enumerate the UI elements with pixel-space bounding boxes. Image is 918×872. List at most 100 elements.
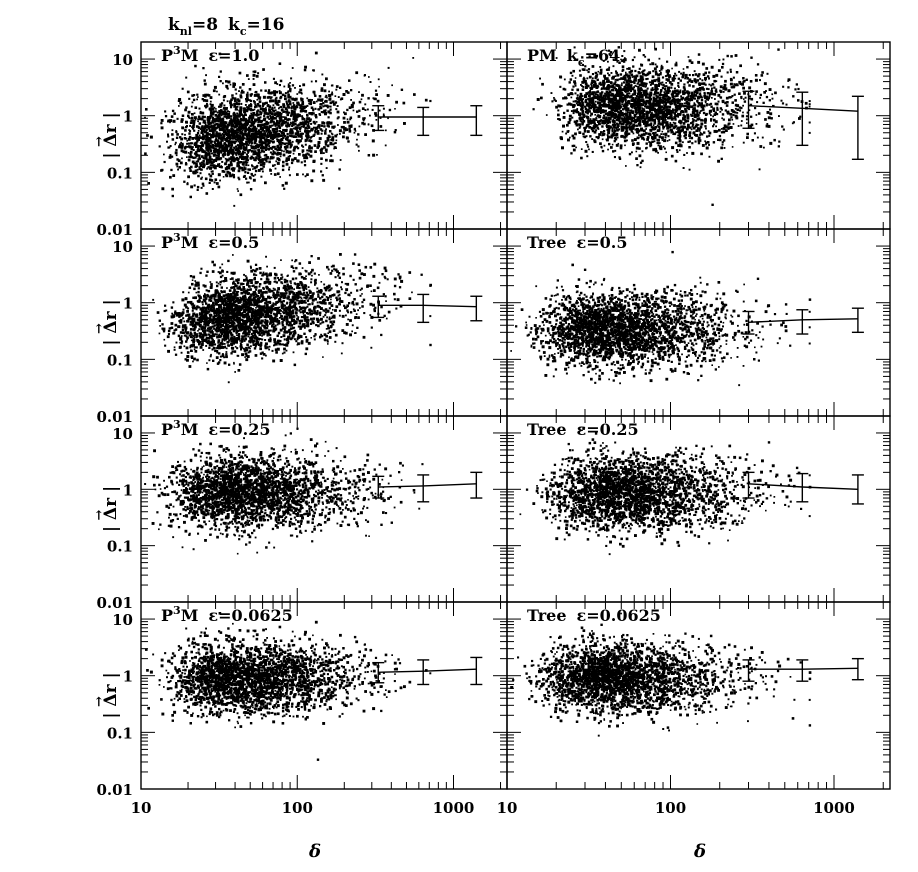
scatter-point xyxy=(178,98,182,101)
scatter-point xyxy=(239,139,243,143)
scatter-point xyxy=(569,103,573,106)
scatter-point xyxy=(292,115,296,119)
scatter-point xyxy=(295,115,298,118)
scatter-point xyxy=(693,102,696,104)
scatter-point xyxy=(599,110,602,113)
scatter-point xyxy=(325,128,327,131)
scatter-point xyxy=(207,149,210,153)
scatter-point xyxy=(191,113,194,116)
scatter-point xyxy=(233,151,235,154)
scatter-point xyxy=(274,131,278,134)
scatter-point xyxy=(306,124,309,127)
scatter-point xyxy=(197,137,201,141)
scatter-point xyxy=(676,137,679,140)
scatter-point xyxy=(199,146,203,149)
scatter-point xyxy=(259,143,262,147)
scatter-point xyxy=(402,101,406,105)
scatter-point xyxy=(312,134,315,137)
scatter-point xyxy=(317,144,321,148)
scatter-point xyxy=(628,114,632,118)
scatter-point xyxy=(235,50,237,53)
scatter-point xyxy=(328,135,331,139)
scatter-point xyxy=(282,133,285,137)
scatter-point xyxy=(593,96,597,99)
scatter-point xyxy=(691,94,694,97)
scatter-point xyxy=(218,93,221,96)
scatter-point xyxy=(780,99,783,102)
scatter-point xyxy=(325,150,328,153)
scatter-point xyxy=(746,122,748,124)
scatter-point xyxy=(275,113,278,115)
scatter-point xyxy=(345,90,348,93)
scatter-point xyxy=(592,127,594,130)
scatter-point xyxy=(694,94,697,97)
scatter-point xyxy=(264,102,267,104)
scatter-point xyxy=(664,101,667,104)
scatter-point xyxy=(651,104,655,107)
scatter-point xyxy=(206,162,209,165)
scatter-point xyxy=(231,129,233,131)
scatter-point xyxy=(672,131,674,133)
scatter-point xyxy=(247,140,250,143)
scatter-point xyxy=(378,109,381,112)
scatter-point xyxy=(702,73,706,76)
scatter-point xyxy=(186,125,188,127)
scatter-point xyxy=(682,141,684,144)
scatter-point xyxy=(270,173,273,175)
scatter-point xyxy=(272,151,276,154)
scatter-point xyxy=(722,130,726,134)
scatter-point xyxy=(241,137,244,140)
scatter-point xyxy=(257,169,261,172)
scatter-point xyxy=(288,102,292,106)
point-cloud-right-1 xyxy=(532,46,811,206)
scatter-point xyxy=(716,108,719,111)
scatter-point xyxy=(233,122,236,125)
scatter-point xyxy=(199,164,202,167)
scatter-point xyxy=(661,130,664,133)
scatter-point xyxy=(615,91,619,95)
scatter-point xyxy=(335,88,338,91)
scatter-point xyxy=(309,118,312,121)
scatter-point xyxy=(205,138,209,142)
scatter-point xyxy=(677,134,680,137)
scatter-point xyxy=(686,66,689,69)
scatter-point xyxy=(588,94,591,98)
scatter-point xyxy=(670,99,674,103)
scatter-point xyxy=(738,109,742,112)
scatter-point xyxy=(588,55,591,58)
scatter-point xyxy=(286,113,290,117)
scatter-point xyxy=(635,104,638,107)
scatter-point xyxy=(257,96,261,99)
scatter-point xyxy=(320,111,323,114)
scatter-point xyxy=(287,142,290,146)
scatter-point xyxy=(197,147,200,150)
scatter-point xyxy=(281,168,285,172)
scatter-point xyxy=(297,134,301,138)
scatter-point xyxy=(216,154,218,157)
scatter-point xyxy=(749,103,753,107)
scatter-point xyxy=(698,95,701,98)
scatter-point xyxy=(171,194,174,198)
scatter-point xyxy=(603,144,606,147)
scatter-point xyxy=(243,123,246,127)
scatter-point xyxy=(574,84,577,87)
panel-right-1: PM kc=64 xyxy=(506,41,891,230)
scatter-point xyxy=(624,112,627,115)
scatter-point xyxy=(628,152,632,156)
scatter-point xyxy=(638,134,640,136)
scatter-point xyxy=(299,121,303,125)
scatter-point xyxy=(257,162,260,164)
scatter-point xyxy=(338,187,341,190)
scatter-point xyxy=(607,135,610,139)
scatter-point xyxy=(623,74,626,77)
scatter-point xyxy=(625,80,629,83)
scatter-point xyxy=(247,106,250,110)
scatter-point xyxy=(280,124,283,127)
scatter-point xyxy=(364,109,367,111)
scatter-point xyxy=(313,133,316,136)
scatter-point xyxy=(234,107,237,110)
scatter-point xyxy=(161,168,164,172)
scatter-point xyxy=(204,134,207,137)
scatter-point xyxy=(713,129,717,133)
scatter-point xyxy=(646,138,649,141)
